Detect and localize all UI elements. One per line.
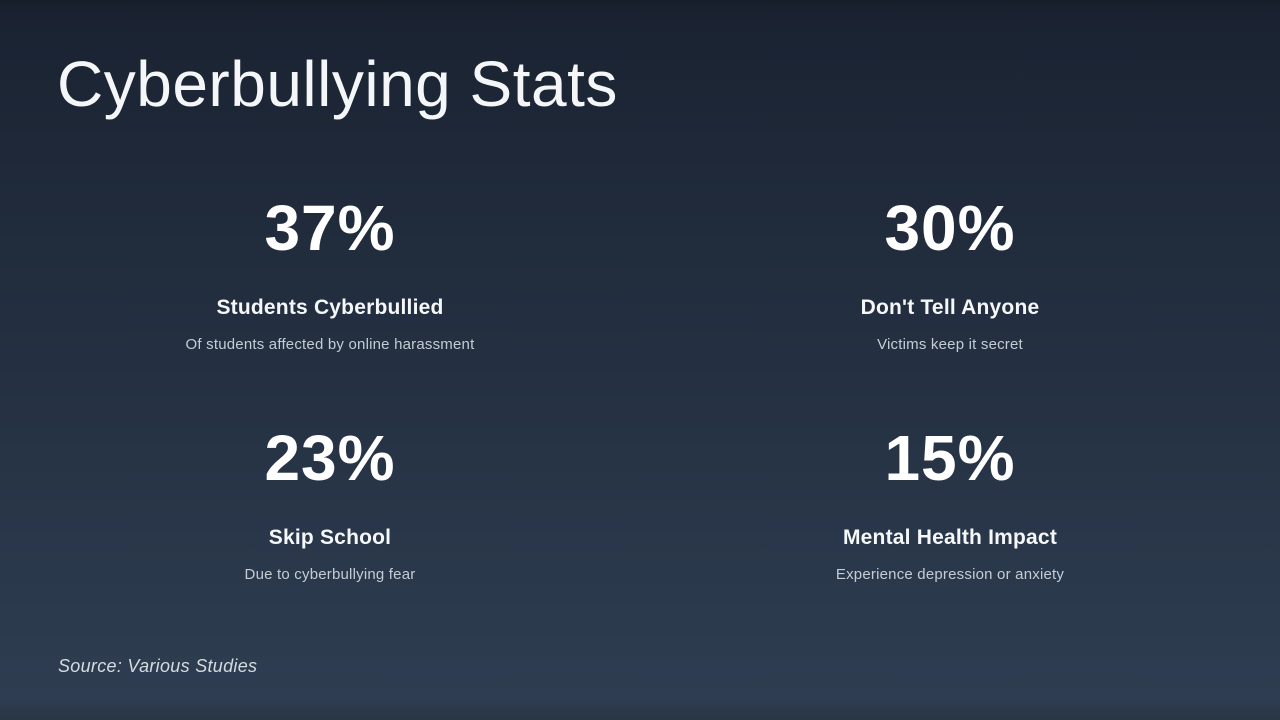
stat-card-dont-tell-anyone: 30% Don't Tell Anyone Victims keep it se…	[640, 196, 1260, 354]
stat-card-students-cyberbullied: 37% Students Cyberbullied Of students af…	[20, 196, 640, 354]
stat-value: 15%	[884, 422, 1016, 495]
stat-description: Victims keep it secret	[877, 336, 1023, 354]
stat-label: Students Cyberbullied	[216, 296, 444, 319]
stat-value: 37%	[264, 192, 396, 264]
stat-card-skip-school: 23% Skip School Due to cyberbullying fea…	[20, 426, 640, 584]
source-note: Source: Various Studies	[58, 656, 258, 676]
stat-label: Mental Health Impact	[842, 526, 1058, 550]
stat-card-mental-health-impact: 15% Mental Health Impact Experience depr…	[640, 426, 1260, 584]
stat-label: Don't Tell Anyone	[860, 296, 1040, 319]
stat-description: Due to cyberbullying fear	[244, 566, 416, 584]
stat-label: Skip School	[268, 526, 392, 550]
stats-grid: 37% Students Cyberbullied Of students af…	[20, 196, 1260, 584]
stat-description: Of students affected by online harassmen…	[185, 336, 475, 354]
stat-description: Experience depression or anxiety	[835, 566, 1065, 584]
stat-value: 30%	[884, 192, 1016, 264]
stat-value: 23%	[264, 422, 396, 495]
slide-title: Cyberbullying Stats	[57, 48, 618, 120]
